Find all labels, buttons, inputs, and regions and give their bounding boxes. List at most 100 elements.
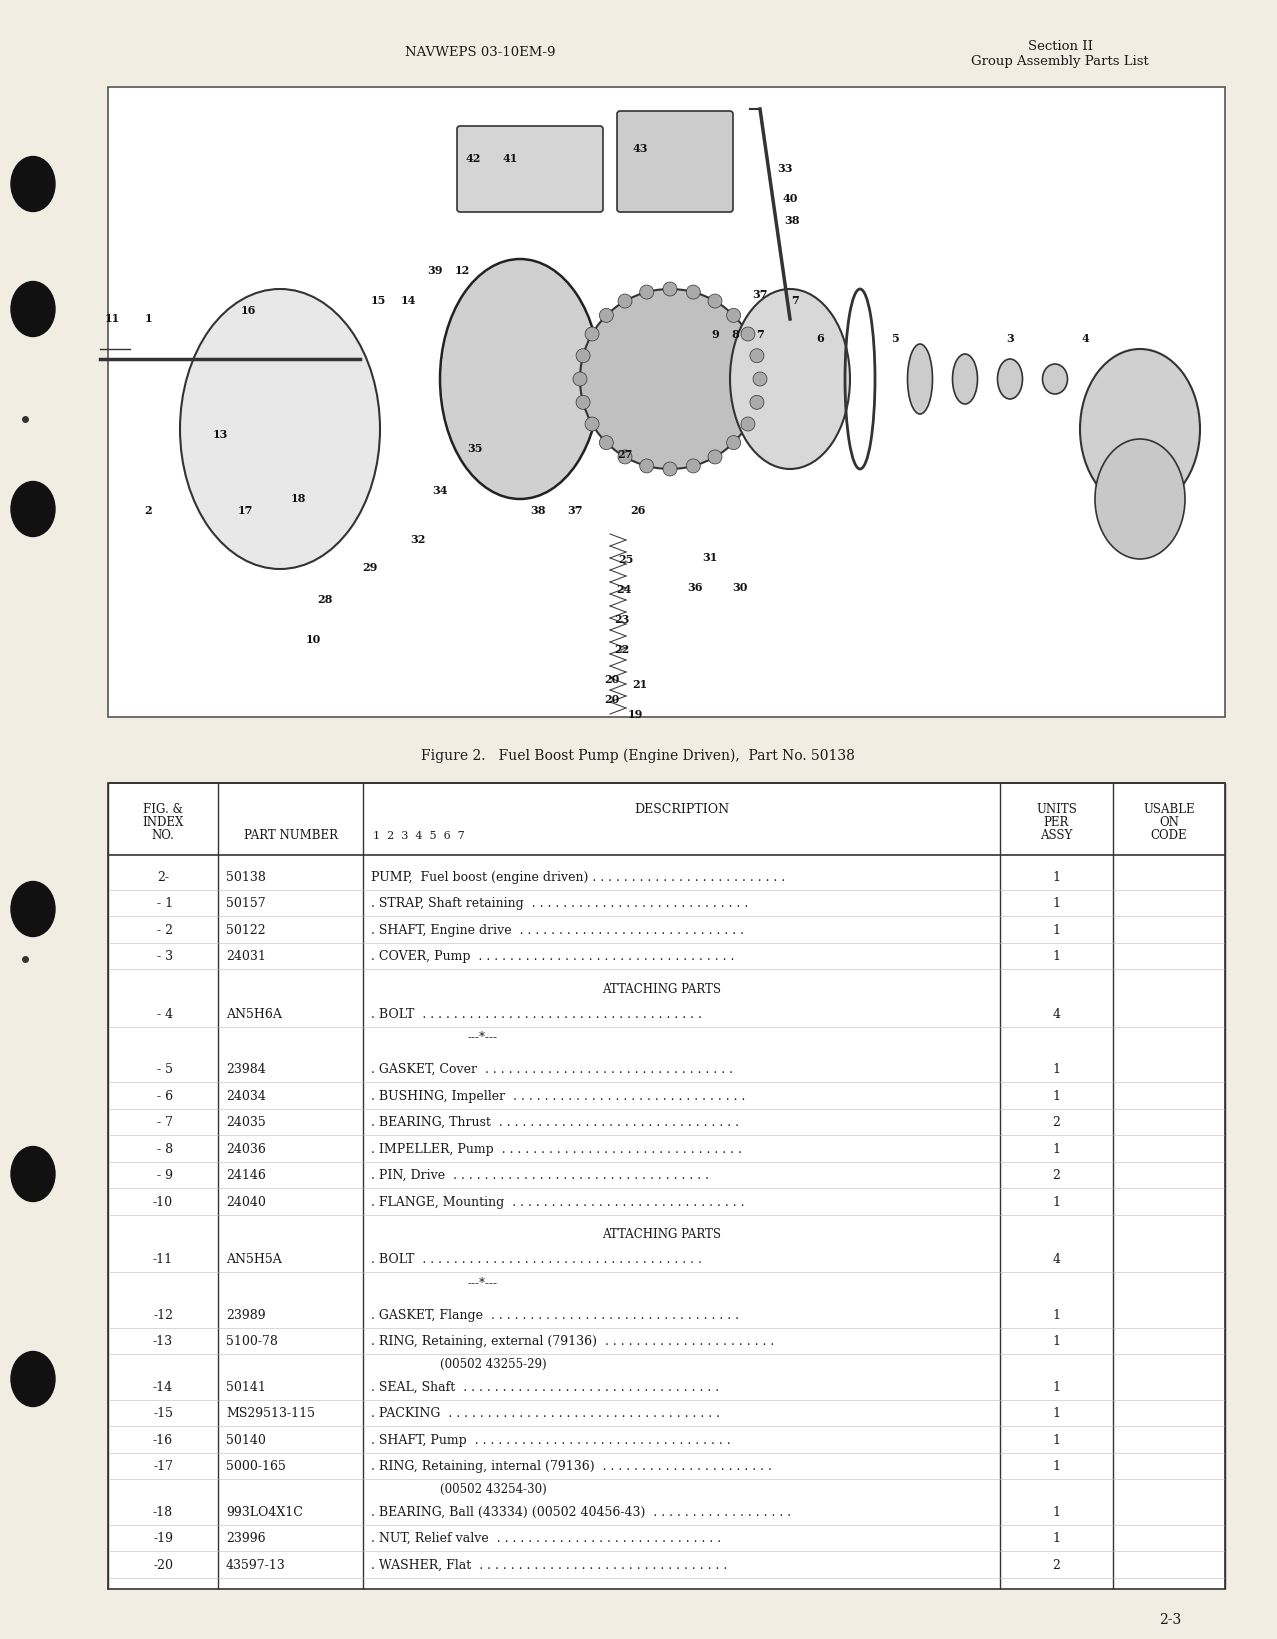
Text: 38: 38 bbox=[784, 215, 799, 225]
Text: . IMPELLER, Pump  . . . . . . . . . . . . . . . . . . . . . . . . . . . . . . .: . IMPELLER, Pump . . . . . . . . . . . .… bbox=[372, 1142, 742, 1155]
Text: PART NUMBER: PART NUMBER bbox=[244, 829, 337, 842]
Text: Group Assembly Parts List: Group Assembly Parts List bbox=[971, 56, 1149, 69]
Text: -17: -17 bbox=[153, 1459, 172, 1472]
Ellipse shape bbox=[1042, 365, 1068, 395]
Text: Section II: Section II bbox=[1028, 39, 1093, 52]
Text: . SHAFT, Engine drive  . . . . . . . . . . . . . . . . . . . . . . . . . . . . .: . SHAFT, Engine drive . . . . . . . . . … bbox=[372, 923, 744, 936]
Text: 22: 22 bbox=[614, 644, 630, 656]
Text: 2-: 2- bbox=[157, 870, 169, 883]
Text: NAVWEPS 03-10EM-9: NAVWEPS 03-10EM-9 bbox=[405, 46, 555, 59]
Text: 30: 30 bbox=[732, 582, 748, 593]
Text: 6: 6 bbox=[816, 333, 824, 343]
Text: 40: 40 bbox=[783, 192, 798, 203]
Circle shape bbox=[741, 418, 755, 431]
Text: . NUT, Relief valve  . . . . . . . . . . . . . . . . . . . . . . . . . . . . .: . NUT, Relief valve . . . . . . . . . . … bbox=[372, 1531, 722, 1544]
Text: . PACKING  . . . . . . . . . . . . . . . . . . . . . . . . . . . . . . . . . . .: . PACKING . . . . . . . . . . . . . . . … bbox=[372, 1406, 720, 1419]
Text: 15: 15 bbox=[370, 295, 386, 305]
Text: 11: 11 bbox=[105, 313, 120, 323]
Text: MS29513-115: MS29513-115 bbox=[226, 1406, 315, 1419]
Circle shape bbox=[663, 462, 677, 477]
Text: 23984: 23984 bbox=[226, 1062, 266, 1075]
Text: DESCRIPTION: DESCRIPTION bbox=[633, 803, 729, 816]
Text: 9: 9 bbox=[711, 329, 719, 341]
Text: . PIN, Drive  . . . . . . . . . . . . . . . . . . . . . . . . . . . . . . . . .: . PIN, Drive . . . . . . . . . . . . . .… bbox=[372, 1169, 709, 1182]
Text: 10: 10 bbox=[305, 634, 321, 646]
Ellipse shape bbox=[11, 1147, 55, 1201]
Text: 24035: 24035 bbox=[226, 1116, 266, 1129]
Text: 20: 20 bbox=[604, 693, 619, 705]
Bar bbox=[109, 89, 1225, 718]
Ellipse shape bbox=[953, 354, 977, 405]
Ellipse shape bbox=[1094, 439, 1185, 559]
Text: 1: 1 bbox=[1052, 1459, 1060, 1472]
Ellipse shape bbox=[11, 882, 55, 938]
Circle shape bbox=[753, 372, 767, 387]
Text: 1  2  3  4  5  6  7: 1 2 3 4 5 6 7 bbox=[373, 831, 465, 841]
Text: 4: 4 bbox=[1052, 1006, 1060, 1019]
Text: USABLE: USABLE bbox=[1143, 803, 1195, 816]
Bar bbox=[109, 783, 1225, 1590]
Text: 37: 37 bbox=[567, 505, 582, 515]
Text: CODE: CODE bbox=[1151, 829, 1188, 842]
Text: 2: 2 bbox=[1052, 1169, 1060, 1182]
Ellipse shape bbox=[11, 1352, 55, 1406]
Circle shape bbox=[640, 459, 654, 474]
Text: 1: 1 bbox=[1052, 870, 1060, 883]
Text: 1: 1 bbox=[1052, 1406, 1060, 1419]
Text: 43: 43 bbox=[632, 143, 647, 154]
Text: -15: -15 bbox=[153, 1406, 172, 1419]
Text: -13: -13 bbox=[153, 1334, 174, 1347]
Circle shape bbox=[663, 284, 677, 297]
Ellipse shape bbox=[1080, 349, 1200, 510]
Text: INDEX: INDEX bbox=[142, 816, 184, 829]
Text: 24034: 24034 bbox=[226, 1088, 266, 1101]
Text: . SEAL, Shaft  . . . . . . . . . . . . . . . . . . . . . . . . . . . . . . . . .: . SEAL, Shaft . . . . . . . . . . . . . … bbox=[372, 1380, 719, 1393]
Text: NO.: NO. bbox=[152, 829, 175, 842]
Text: 1: 1 bbox=[1052, 1088, 1060, 1101]
Text: . BOLT  . . . . . . . . . . . . . . . . . . . . . . . . . . . . . . . . . . . .: . BOLT . . . . . . . . . . . . . . . . .… bbox=[372, 1006, 702, 1019]
Circle shape bbox=[599, 310, 613, 323]
Text: 1: 1 bbox=[1052, 1505, 1060, 1518]
Circle shape bbox=[707, 295, 722, 308]
Text: 38: 38 bbox=[530, 505, 545, 515]
Text: (00502 43254-30): (00502 43254-30) bbox=[439, 1482, 547, 1495]
Text: ATTACHING PARTS: ATTACHING PARTS bbox=[601, 982, 722, 995]
Text: 1: 1 bbox=[1052, 1308, 1060, 1321]
Text: - 9: - 9 bbox=[153, 1169, 172, 1182]
Text: . GASKET, Cover  . . . . . . . . . . . . . . . . . . . . . . . . . . . . . . . .: . GASKET, Cover . . . . . . . . . . . . … bbox=[372, 1062, 733, 1075]
Text: . RING, Retaining, external (79136)  . . . . . . . . . . . . . . . . . . . . . .: . RING, Retaining, external (79136) . . … bbox=[372, 1334, 774, 1347]
Text: 23989: 23989 bbox=[226, 1308, 266, 1321]
Text: - 2: - 2 bbox=[153, 923, 172, 936]
Circle shape bbox=[585, 328, 599, 343]
Text: 1: 1 bbox=[1052, 1062, 1060, 1075]
Text: 33: 33 bbox=[778, 162, 793, 174]
Ellipse shape bbox=[997, 361, 1023, 400]
Text: 37: 37 bbox=[752, 290, 767, 300]
Text: - 8: - 8 bbox=[153, 1142, 174, 1155]
Text: 34: 34 bbox=[432, 484, 448, 495]
Text: - 5: - 5 bbox=[153, 1062, 172, 1075]
Text: 1: 1 bbox=[1052, 1334, 1060, 1347]
Text: . BEARING, Ball (43334) (00502 40456-43)  . . . . . . . . . . . . . . . . . .: . BEARING, Ball (43334) (00502 40456-43)… bbox=[372, 1505, 792, 1518]
Ellipse shape bbox=[730, 290, 850, 470]
Text: 27: 27 bbox=[617, 449, 632, 461]
Ellipse shape bbox=[441, 261, 600, 500]
Text: 39: 39 bbox=[428, 264, 443, 275]
Text: - 7: - 7 bbox=[153, 1116, 172, 1129]
Text: 4: 4 bbox=[1052, 1252, 1060, 1265]
Text: UNITS: UNITS bbox=[1036, 803, 1077, 816]
Text: 50122: 50122 bbox=[226, 923, 266, 936]
Text: 24: 24 bbox=[617, 583, 632, 595]
Circle shape bbox=[727, 310, 741, 323]
Text: . GASKET, Flange  . . . . . . . . . . . . . . . . . . . . . . . . . . . . . . . : . GASKET, Flange . . . . . . . . . . . .… bbox=[372, 1308, 739, 1321]
Text: PER: PER bbox=[1043, 816, 1069, 829]
Text: -11: -11 bbox=[153, 1252, 174, 1265]
Text: 43597-13: 43597-13 bbox=[226, 1557, 286, 1570]
Text: 7: 7 bbox=[756, 329, 764, 341]
Text: - 4: - 4 bbox=[153, 1006, 174, 1019]
Text: 50138: 50138 bbox=[226, 870, 266, 883]
Text: 8: 8 bbox=[732, 329, 739, 341]
Text: 2-3: 2-3 bbox=[1158, 1613, 1181, 1626]
Text: 2: 2 bbox=[1052, 1557, 1060, 1570]
Text: -14: -14 bbox=[153, 1380, 174, 1393]
